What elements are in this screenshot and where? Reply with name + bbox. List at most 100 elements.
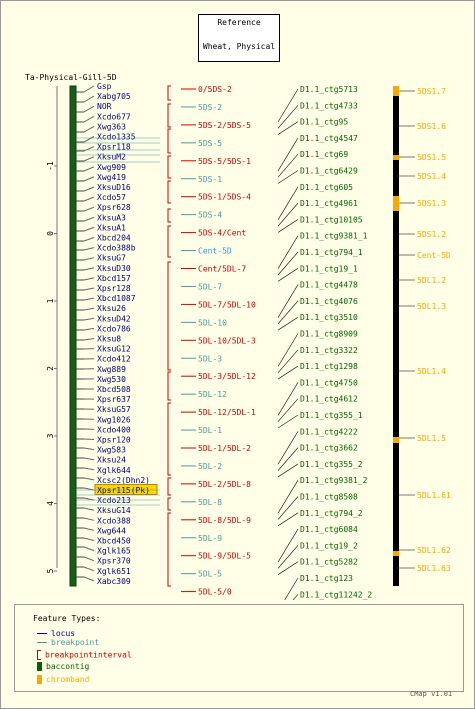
locus-label[interactable]: Xcdo388b — [97, 244, 136, 253]
locus-label[interactable]: Xpsr128 — [97, 284, 131, 293]
locus-label[interactable]: XksuG7 — [97, 254, 126, 263]
contig-label[interactable]: D1.1_ctg4750 — [300, 378, 358, 387]
contig-label[interactable]: D1.1_ctg4076 — [300, 297, 358, 306]
locus-label[interactable]: Xcdo400 — [97, 425, 131, 434]
locus-label[interactable]: Xpsr120 — [97, 436, 131, 445]
breakpoint-interval-bracket[interactable] — [167, 155, 171, 179]
contig-label[interactable]: D1.1_ctg4961 — [300, 199, 358, 208]
contig-label[interactable]: D1.1_ctg3662 — [300, 444, 358, 453]
breakpoint-interval-bracket[interactable] — [167, 225, 171, 258]
locus-label[interactable]: Xcdo57 — [97, 193, 126, 202]
chromband-label[interactable]: Cent-5D — [417, 251, 451, 260]
locus-label[interactable]: Xwg909 — [97, 163, 126, 172]
locus-label[interactable]: Xcdo412 — [97, 355, 131, 364]
locus-label[interactable]: XksuD16 — [97, 183, 131, 192]
contig-label[interactable]: D1.1_ctg4478 — [300, 281, 358, 290]
locus-label[interactable]: Xpsr637 — [97, 395, 131, 404]
reference-box[interactable]: Reference Wheat, Physical — [198, 14, 280, 62]
map-title[interactable]: Ta-Physical-Gill-5D — [25, 73, 117, 82]
breakpoint-interval-label[interactable]: 5DS-5/5DS-1 — [198, 157, 251, 166]
chromband-label[interactable]: 5DS1.4 — [417, 172, 446, 181]
breakpoint-label[interactable]: Cent-5D — [198, 247, 232, 256]
contig-label[interactable]: D1.1_ctg355_1 — [300, 411, 363, 420]
locus-label[interactable]: XksuM2 — [97, 153, 126, 162]
contig-label[interactable]: D1.1_ctg1298 — [300, 362, 358, 371]
locus-label[interactable]: XksuG12 — [97, 345, 131, 354]
locus-label[interactable]: Xwg530 — [97, 375, 126, 384]
contig-label[interactable]: D1.1_ctg95 — [300, 118, 348, 127]
chromband-label[interactable]: 5DS1.2 — [417, 230, 446, 239]
contig-label[interactable]: D1.1_ctg794_2 — [300, 509, 363, 518]
contig-label[interactable]: D1.1_ctg123 — [300, 574, 353, 583]
locus-label[interactable]: XksuG14 — [97, 506, 131, 515]
locus-label[interactable]: Xcdo213 — [97, 496, 131, 505]
chromband-label[interactable]: 5DL1.3 — [417, 302, 446, 311]
breakpoint-label[interactable]: 5DL-2 — [198, 462, 222, 471]
breakpoint-label[interactable]: 5DL-3 — [198, 354, 222, 363]
chromband-segment[interactable] — [393, 155, 399, 160]
highlighted-locus-box[interactable] — [94, 484, 158, 495]
breakpoint-interval-label[interactable]: 5DS-1/5DS-4 — [198, 193, 251, 202]
chromband-segment[interactable] — [393, 437, 399, 443]
locus-label[interactable]: Xwg363 — [97, 122, 126, 131]
chromband-label[interactable]: 5DS1.7 — [417, 87, 446, 96]
contig-label[interactable]: D1.1_ctg19_2 — [300, 541, 358, 550]
locus-label[interactable]: Xglk165 — [97, 547, 131, 556]
breakpoint-label[interactable]: 5DS-2 — [198, 103, 222, 112]
locus-label[interactable]: Xpsr370 — [97, 557, 131, 566]
contig-label[interactable]: D1.1_ctg9381_2 — [300, 476, 368, 485]
contig-label[interactable]: D1.1_ctg19_1 — [300, 264, 358, 273]
locus-label[interactable]: Xcsc2(Dhn2) — [97, 476, 150, 485]
locus-label[interactable]: Xcdo388 — [97, 516, 131, 525]
breakpoint-interval-label[interactable]: Cent/5DL-7 — [198, 265, 246, 274]
breakpoint-label[interactable]: 5DL-9 — [198, 534, 222, 543]
breakpoint-label[interactable]: 5DL-5 — [198, 570, 222, 579]
locus-label[interactable]: Xbcd204 — [97, 234, 131, 243]
contig-label[interactable]: D1.1_ctg5713 — [300, 85, 358, 94]
chromband-segment[interactable] — [393, 551, 399, 556]
locus-label[interactable]: Xglk644 — [97, 466, 131, 475]
breakpoint-interval-bracket[interactable] — [167, 128, 171, 154]
locus-label[interactable]: Xksu26 — [97, 304, 126, 313]
locus-label[interactable]: Xcdo1335 — [97, 133, 136, 142]
locus-label[interactable]: XksuG57 — [97, 405, 131, 414]
breakpoint-label[interactable]: 5DL-10 — [198, 318, 227, 327]
locus-label[interactable]: Xksu24 — [97, 456, 126, 465]
contig-label[interactable]: D1.1_ctg794_1 — [300, 248, 363, 257]
chromband-label[interactable]: 5DS1.5 — [417, 153, 446, 162]
locus-label[interactable]: XksuD42 — [97, 314, 131, 323]
contig-label[interactable]: D1.1_ctg4222 — [300, 427, 358, 436]
contig-label[interactable]: D1.1_ctg5282 — [300, 558, 358, 567]
locus-label[interactable]: Xpsr118 — [97, 143, 131, 152]
contig-label[interactable]: D1.1_ctg4612 — [300, 395, 358, 404]
contig-label[interactable]: D1.1_ctg6429 — [300, 167, 358, 176]
contig-label[interactable]: D1.1_ctg605 — [300, 183, 353, 192]
breakpoint-interval-bracket[interactable] — [167, 261, 171, 371]
locus-label[interactable]: Xwg644 — [97, 526, 126, 535]
locus-label[interactable]: Xbcd450 — [97, 537, 131, 546]
locus-label[interactable]: Xcdo786 — [97, 324, 131, 333]
contig-label[interactable]: D1.1_ctg4733 — [300, 101, 358, 110]
contig-label[interactable]: D1.1_ctg9381_1 — [300, 232, 368, 241]
breakpoint-interval-bracket[interactable] — [167, 402, 171, 476]
chromband-segment[interactable] — [393, 196, 399, 211]
locus-label[interactable]: Xwg583 — [97, 446, 126, 455]
breakpoint-interval-label[interactable]: 5DL-7/5DL-10 — [198, 300, 256, 309]
breakpoint-interval-label[interactable]: 5DL-12/5DL-1 — [198, 408, 256, 417]
chromband-label[interactable]: 5DS1.3 — [417, 199, 446, 208]
contig-label[interactable]: D1.1_ctg10105 — [300, 215, 363, 224]
locus-label[interactable]: Xpsr628 — [97, 203, 131, 212]
contig-label[interactable]: D1.1_ctg8508 — [300, 493, 358, 502]
contig-label[interactable]: D1.1_ctg4547 — [300, 134, 358, 143]
contig-label[interactable]: D1.1_ctg3322 — [300, 346, 358, 355]
breakpoint-label[interactable]: 5DS-4 — [198, 211, 222, 220]
locus-label[interactable]: Xbcd508 — [97, 385, 131, 394]
breakpoint-interval-label[interactable]: 5DS-2/5DS-5 — [198, 121, 251, 130]
chromband-label[interactable]: 5DL1.62 — [417, 546, 451, 555]
chromband-label[interactable]: 5DL1.63 — [417, 564, 451, 573]
breakpoint-interval-bracket[interactable] — [167, 512, 171, 587]
locus-label[interactable]: XksuD30 — [97, 264, 131, 273]
contig-label[interactable]: D1.1_ctg3510 — [300, 313, 358, 322]
breakpoint-interval-label[interactable]: 0/5DS-2 — [198, 85, 232, 94]
chromosome-bar[interactable] — [69, 85, 77, 587]
